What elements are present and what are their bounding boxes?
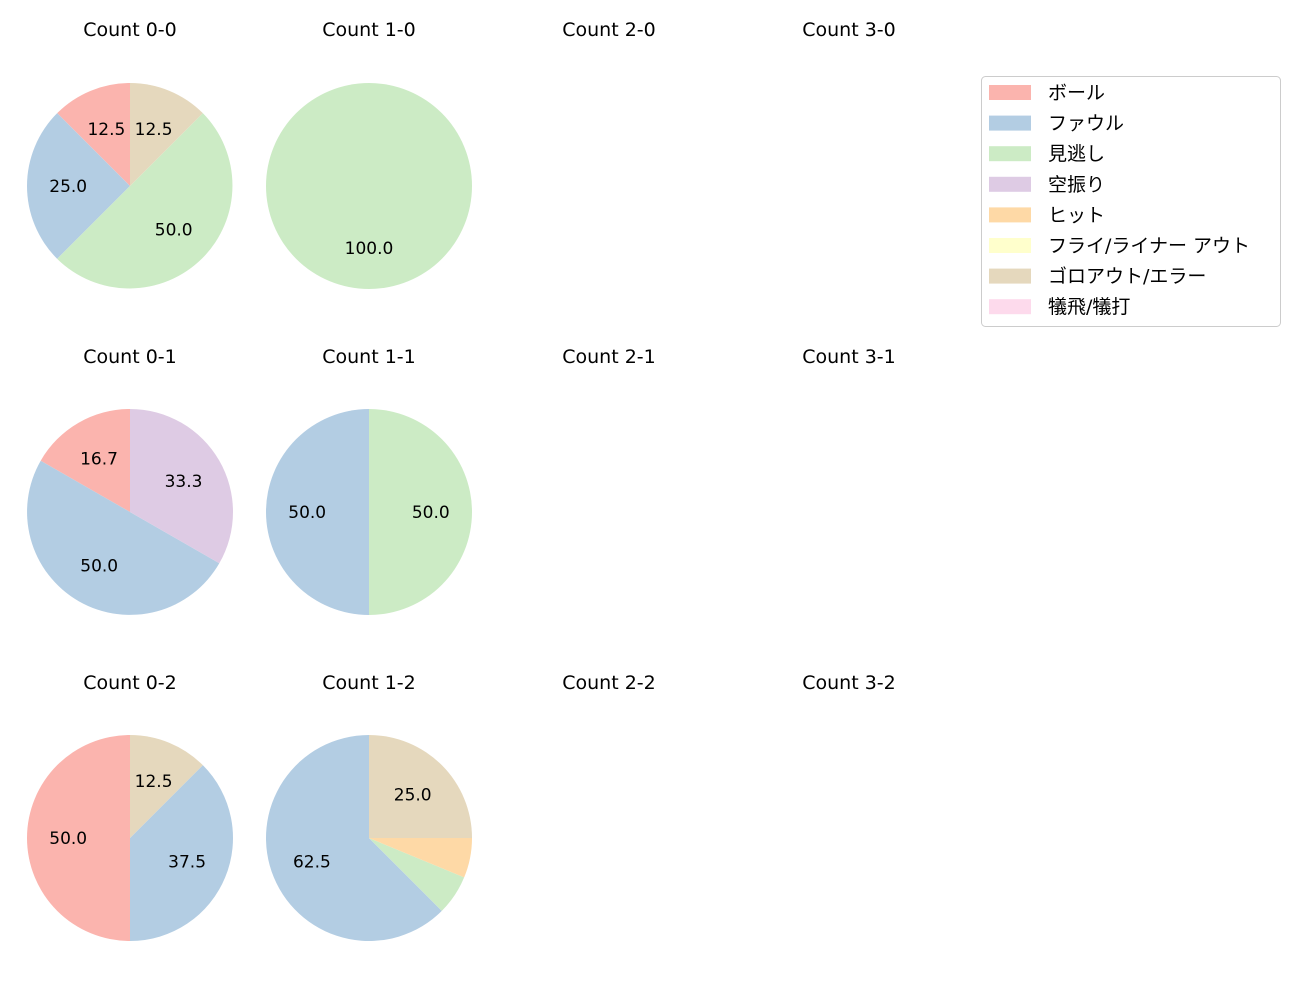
pie-panel: Count 3-0	[802, 19, 896, 41]
legend-swatch	[989, 268, 1031, 284]
legend-label: ゴロアウト/エラー	[1048, 266, 1206, 288]
pie-panel: Count 1-1 50.0 50.0	[266, 346, 472, 615]
slice-label: 50.0	[155, 221, 193, 241]
pie-slice	[130, 765, 233, 941]
legend-swatch	[989, 85, 1031, 100]
slice-label: 50.0	[49, 829, 87, 849]
pie-panel: Count 3-1	[802, 346, 896, 368]
pie-slice	[130, 409, 233, 564]
pie-panel: Count 0-1 16.7 50.0 33.3	[27, 346, 233, 615]
slice-label: 25.0	[49, 177, 87, 197]
legend-label: フライ/ライナー アウト	[1048, 235, 1250, 257]
panel-title: Count 2-0	[562, 19, 656, 41]
pie-panel: Count 2-2	[562, 672, 656, 694]
panel-title: Count 3-0	[802, 19, 896, 41]
pie-slice	[369, 735, 472, 838]
panel-title: Count 0-0	[83, 19, 177, 41]
pie-panel: Count 0-0 12.5 25.0 50.0 12.5	[27, 19, 233, 289]
pie-slice	[27, 735, 130, 941]
pie-panel: Count 0-2 50.0 37.5 12.5	[27, 672, 233, 941]
slice-label: 12.5	[135, 772, 173, 792]
legend-swatch	[989, 146, 1031, 162]
slice-label: 100.0	[345, 239, 394, 259]
legend-swatch	[989, 299, 1031, 315]
panel-title: Count 2-2	[562, 672, 656, 694]
slice-label: 50.0	[80, 557, 118, 577]
legend-label: 犠飛/犠打	[1048, 296, 1130, 318]
panel-title: Count 3-1	[802, 346, 896, 368]
panel-title: Count 1-1	[322, 346, 416, 368]
legend-swatch	[989, 207, 1031, 223]
slice-label: 50.0	[412, 503, 450, 523]
legend-swatch	[989, 176, 1031, 192]
pie-panel: Count 1-2 62.5 25.0	[265, 672, 472, 942]
pie-panel: Count 1-0 100.0	[266, 19, 472, 289]
pie-slice	[57, 83, 130, 186]
slice-label: 25.0	[394, 785, 432, 805]
legend-label: ヒット	[1048, 204, 1105, 226]
pie-slice	[130, 735, 203, 838]
pie-slice	[369, 838, 472, 878]
pie-panel: Count 2-1	[562, 346, 656, 368]
slice-label: 33.3	[165, 472, 203, 492]
panel-title: Count 1-0	[322, 19, 416, 41]
pie-slice	[57, 113, 233, 289]
pie-slice	[27, 113, 130, 259]
panel-title: Count 2-1	[562, 346, 656, 368]
slice-label: 16.7	[80, 450, 118, 470]
legend-label: ファウル	[1048, 113, 1124, 135]
pie-slice	[266, 409, 369, 615]
panel-title: Count 1-2	[322, 672, 416, 694]
slice-label: 50.0	[288, 503, 326, 523]
slice-label: 62.5	[293, 853, 331, 873]
legend-frame	[981, 76, 1281, 327]
legend-label: ボール	[1048, 82, 1105, 104]
pie-slice	[265, 735, 442, 942]
panel-title: Count 0-2	[83, 672, 177, 694]
pie-slice	[369, 409, 472, 615]
pie-slice	[369, 838, 465, 911]
legend-swatch	[989, 238, 1031, 253]
panel-title: Count 0-1	[83, 346, 177, 368]
slice-label: 12.5	[87, 120, 125, 140]
panel-title: Count 3-2	[802, 672, 896, 694]
pie-panel: Count 3-2	[802, 672, 896, 694]
pie-slice	[40, 409, 130, 512]
legend-swatch	[989, 115, 1031, 131]
pie-slice	[266, 83, 472, 289]
slice-label: 12.5	[135, 120, 173, 140]
pie-slice	[27, 460, 220, 615]
legend-label: 見逃し	[1048, 143, 1105, 165]
pie-slice	[130, 83, 203, 186]
slice-label: 37.5	[168, 853, 206, 873]
legend-label: 空振り	[1048, 174, 1105, 196]
pie-panel: Count 2-0	[562, 19, 656, 41]
